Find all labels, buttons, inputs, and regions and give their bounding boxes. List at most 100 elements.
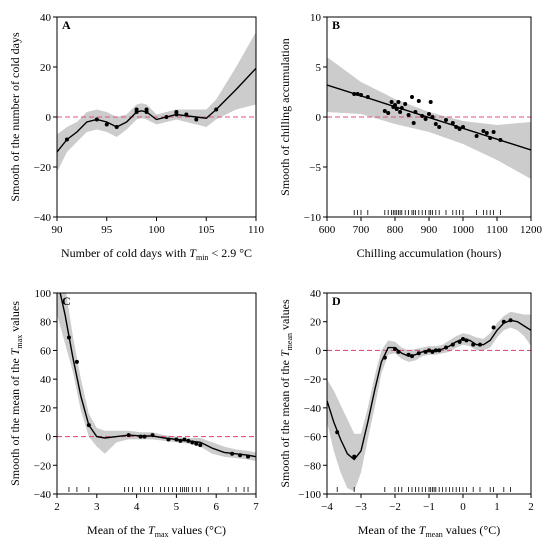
data-point bbox=[416, 99, 421, 103]
x-tick-label: 1 bbox=[494, 501, 500, 513]
y-tick-label: 0 bbox=[46, 432, 52, 444]
data-point bbox=[427, 112, 431, 116]
x-tick-label: 1200 bbox=[520, 224, 543, 236]
data-point bbox=[186, 438, 191, 443]
data-point bbox=[365, 95, 370, 99]
data-point bbox=[464, 338, 469, 343]
x-tick-label: 100 bbox=[148, 224, 165, 236]
data-point bbox=[386, 111, 391, 115]
data-point bbox=[198, 443, 203, 448]
data-point bbox=[230, 451, 235, 456]
confidence-band bbox=[57, 32, 256, 172]
panel-d: −4 −3 −2 −1 0 1 2 −100 −80 −60 −40 −20 0 20 40 D Mean of… bbox=[278, 288, 534, 539]
data-point bbox=[86, 423, 91, 428]
label-subscript: mean bbox=[425, 530, 442, 539]
y-tick-label: 0 bbox=[46, 112, 52, 124]
y-tick-label: −10 bbox=[304, 212, 322, 224]
data-point bbox=[150, 433, 155, 438]
panel-b: 600 700 800 900 1000 1100 1200 −10 −5 0 5 10 B Chilli… bbox=[278, 12, 543, 260]
x-tick-label: 6 bbox=[213, 501, 219, 513]
y-axis-label: Smooth of chilling accumulation bbox=[278, 38, 292, 196]
y-tick-label: −40 bbox=[34, 212, 52, 224]
y-tick-label: 60 bbox=[40, 345, 52, 357]
data-point bbox=[501, 319, 506, 324]
x-tick-label: 700 bbox=[353, 224, 370, 236]
data-point bbox=[335, 430, 340, 435]
y-tick-label: 0 bbox=[316, 345, 322, 357]
data-point bbox=[508, 318, 513, 323]
data-point bbox=[126, 433, 131, 438]
panel-letter: A bbox=[62, 18, 71, 32]
label-italic-symbol: T bbox=[189, 246, 197, 260]
panel-letter: D bbox=[332, 294, 341, 308]
data-point bbox=[420, 114, 425, 118]
panel-letter: B bbox=[332, 18, 340, 32]
data-point bbox=[491, 130, 496, 134]
data-point bbox=[66, 335, 71, 340]
data-point bbox=[214, 107, 219, 112]
data-point bbox=[355, 92, 360, 96]
y-tick-label: −20 bbox=[34, 162, 52, 174]
smooth-curve bbox=[57, 67, 256, 153]
data-point bbox=[457, 339, 462, 344]
data-point bbox=[194, 441, 199, 446]
y-tick-label: −5 bbox=[309, 162, 321, 174]
confidence-band bbox=[327, 311, 531, 492]
data-point bbox=[481, 129, 486, 133]
y-tick-label: 5 bbox=[316, 62, 322, 74]
data-point bbox=[437, 125, 442, 129]
data-point bbox=[389, 100, 394, 104]
x-tick-label: 7 bbox=[253, 501, 259, 513]
y-tick-label: −40 bbox=[34, 489, 52, 501]
y-tick-label: 20 bbox=[40, 403, 52, 415]
data-point bbox=[427, 348, 431, 353]
x-tick-label: −2 bbox=[389, 501, 401, 513]
plot-area bbox=[57, 32, 256, 172]
x-tick-label: 2 bbox=[54, 501, 60, 513]
data-point bbox=[393, 103, 397, 107]
y-tick-label: 80 bbox=[40, 317, 52, 329]
x-tick-label: −1 bbox=[423, 501, 435, 513]
data-point bbox=[437, 348, 442, 353]
data-point bbox=[433, 348, 438, 353]
data-point bbox=[423, 117, 428, 121]
data-point bbox=[194, 117, 199, 122]
label-italic-symbol: T bbox=[419, 523, 427, 537]
x-tick-label: 0 bbox=[460, 501, 466, 513]
x-tick-label: 600 bbox=[319, 224, 336, 236]
data-point bbox=[396, 349, 401, 354]
panel-a: 90 95 100 105 110 −40 −20 0 20 40 A Number of cold … bbox=[8, 12, 265, 262]
panel-c: 2 3 4 5 6 7 −40 −20 0 20 40 60 80 100 C Mean of the Tma… bbox=[8, 288, 259, 539]
x-tick-label: 900 bbox=[421, 224, 438, 236]
data-point bbox=[491, 325, 496, 330]
data-point bbox=[178, 438, 183, 443]
data-point bbox=[134, 107, 139, 112]
data-point bbox=[484, 131, 489, 135]
plot-area bbox=[57, 293, 256, 461]
data-point bbox=[352, 454, 357, 459]
y-tick-label: 40 bbox=[310, 288, 322, 300]
data-point bbox=[352, 92, 357, 96]
y-tick-label: −100 bbox=[298, 489, 321, 501]
data-point bbox=[174, 110, 179, 114]
label-subscript: min bbox=[196, 253, 208, 262]
data-point bbox=[454, 125, 459, 129]
y-tick-label: −40 bbox=[304, 403, 322, 415]
data-point bbox=[433, 122, 438, 126]
x-tick-label: 4 bbox=[134, 501, 140, 513]
data-point bbox=[413, 110, 418, 114]
data-point bbox=[164, 115, 169, 119]
data-point bbox=[114, 125, 119, 129]
y-axis-label: Smooth of the number of cold days bbox=[8, 32, 22, 202]
data-point bbox=[382, 109, 387, 113]
label-subscript: max bbox=[155, 530, 169, 539]
data-point bbox=[450, 121, 455, 125]
x-axis-label: Number of cold days with Tmin < 2.9 °C bbox=[61, 246, 252, 262]
data-point bbox=[498, 138, 503, 142]
data-point bbox=[394, 107, 399, 111]
data-point bbox=[430, 349, 435, 354]
data-point bbox=[410, 354, 414, 359]
data-point bbox=[403, 102, 408, 106]
x-axis-label: Mean of the Tmean values (°C) bbox=[358, 523, 500, 539]
data-point bbox=[411, 121, 416, 125]
